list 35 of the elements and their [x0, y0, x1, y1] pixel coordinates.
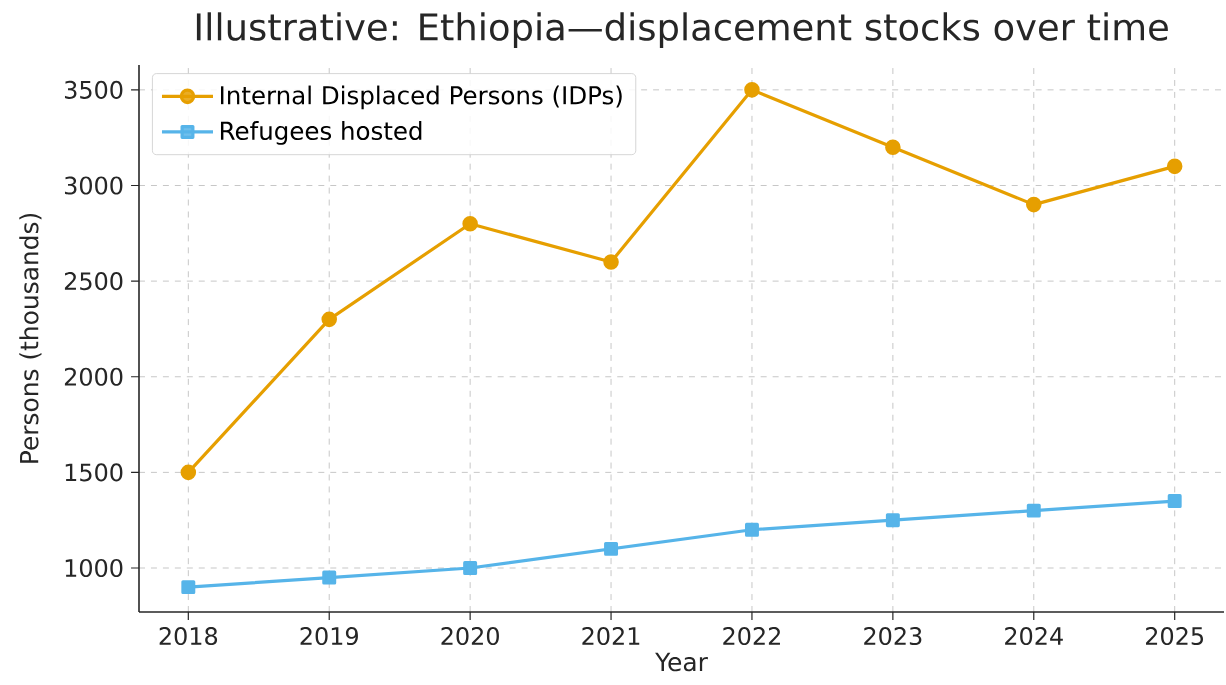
x-tick-label: 2021	[582, 627, 640, 646]
point	[744, 82, 760, 98]
point	[603, 254, 619, 270]
point	[885, 139, 901, 156]
y-tick-label: 2500	[64, 272, 123, 291]
point	[885, 513, 900, 528]
x-tick-label: 2025	[1146, 627, 1204, 646]
y-tick-label: 3000	[64, 176, 123, 195]
y-tick-label: 2000	[64, 367, 123, 386]
point	[322, 570, 337, 585]
point	[321, 311, 338, 328]
x-tick-label: 2019	[300, 627, 358, 646]
legend-label: Internal Displaced Persons (IDPs)	[220, 85, 622, 110]
x-tick-label: 2022	[723, 627, 780, 646]
point	[1026, 196, 1042, 213]
point	[463, 561, 478, 575]
x-tick-label: 2023	[864, 627, 922, 646]
chart-title: Illustrative: Ethiopia—displacement stocks over time	[196, 12, 1168, 48]
point	[1026, 503, 1041, 518]
y-tick-label: 1500	[65, 463, 123, 482]
y-tick-label: 3500	[64, 80, 123, 99]
point	[604, 541, 619, 556]
point	[181, 580, 196, 595]
x-tick-label: 2024	[1005, 627, 1063, 646]
y-axis-title: Persons (thousands)	[19, 213, 42, 463]
x-axis-title: Year	[655, 652, 708, 672]
point	[1166, 158, 1183, 175]
point	[1167, 494, 1182, 509]
y-tick-label: 1000	[65, 558, 123, 578]
point	[744, 522, 759, 537]
x-tick-label: 2020	[441, 627, 499, 646]
point	[180, 464, 197, 481]
x-tick-label: 2018	[159, 627, 218, 646]
point	[462, 215, 478, 232]
legend-label: Refugees hosted	[220, 121, 422, 145]
